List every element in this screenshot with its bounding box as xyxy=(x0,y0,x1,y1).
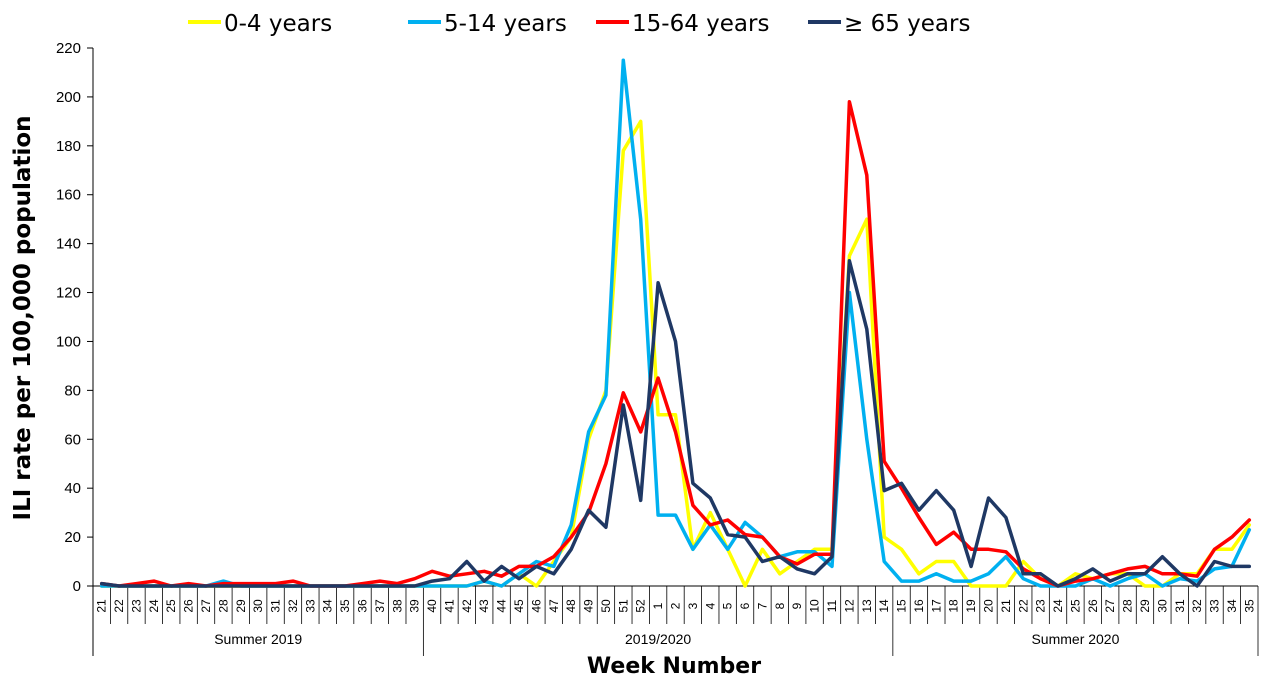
x-tick-label: 43 xyxy=(477,599,491,613)
x-tick-label: 34 xyxy=(321,599,335,613)
x-tick-label: 14 xyxy=(877,599,891,613)
x-tick-label: 31 xyxy=(1173,599,1187,613)
chart-legend: 0-4 years 5-14 years 15-64 years ≥ 65 years xyxy=(188,11,970,37)
y-tick-label: 140 xyxy=(56,236,81,253)
x-tick-label: 26 xyxy=(182,599,196,613)
x-tick-label: 23 xyxy=(1034,599,1048,613)
x-tick-label: 26 xyxy=(1086,599,1100,613)
x-axis-periods: Summer 2019 2019/2020 Summer 2020 xyxy=(214,624,1259,656)
x-tick-label: 16 xyxy=(912,599,926,613)
y-tick-label: 20 xyxy=(64,529,81,546)
x-tick-label: 17 xyxy=(929,599,943,613)
x-tick-label: 24 xyxy=(147,599,161,613)
x-tick-label: 47 xyxy=(547,599,561,613)
x-tick-label: 48 xyxy=(564,599,578,613)
x-tick-label: 25 xyxy=(1068,599,1082,613)
x-tick-label: 6 xyxy=(738,602,752,609)
x-tick-label: 25 xyxy=(164,599,178,613)
x-tick-label: 4 xyxy=(703,602,717,609)
period-label: Summer 2019 xyxy=(214,631,302,647)
y-tick-label: 200 xyxy=(56,89,81,106)
x-tick-label: 33 xyxy=(1208,599,1222,613)
x-tick-label: 40 xyxy=(425,599,439,613)
period-label: 2019/2020 xyxy=(625,631,691,647)
x-tick-label: 2 xyxy=(669,602,683,609)
chart-series xyxy=(99,58,1252,588)
x-tick-label: 36 xyxy=(356,599,370,613)
x-tick-label: 8 xyxy=(773,602,787,609)
y-axis-title: ILI rate per 100,000 population xyxy=(10,116,36,521)
y-tick-label: 60 xyxy=(64,431,81,448)
x-tick-label: 39 xyxy=(408,599,422,613)
series-line-4 xyxy=(99,259,1252,588)
y-tick-label: 100 xyxy=(56,333,81,350)
x-tick-label: 21 xyxy=(999,599,1013,613)
legend-label: 15-64 years xyxy=(632,11,769,37)
x-tick-label: 9 xyxy=(790,602,804,609)
series-line-2 xyxy=(99,58,1252,588)
x-tick-label: 31 xyxy=(269,599,283,613)
x-tick-label: 46 xyxy=(529,599,543,613)
x-tick-label: 15 xyxy=(895,599,909,613)
legend-label: 0-4 years xyxy=(224,11,332,37)
x-tick-label: 22 xyxy=(1016,599,1030,613)
legend-label: ≥ 65 years xyxy=(844,11,970,37)
x-tick-label: 33 xyxy=(303,599,317,613)
x-tick-label: 18 xyxy=(947,599,961,613)
y-tick-label: 40 xyxy=(64,480,81,497)
x-tick-label: 30 xyxy=(251,599,265,613)
x-tick-label: 11 xyxy=(825,599,839,612)
period-label: Summer 2020 xyxy=(1031,631,1119,647)
x-tick-label: 12 xyxy=(842,599,856,613)
x-tick-label: 28 xyxy=(216,599,230,613)
y-tick-label: 180 xyxy=(56,138,81,155)
x-tick-label: 19 xyxy=(964,599,978,613)
x-tick-label: 35 xyxy=(1242,599,1256,613)
x-tick-label: 13 xyxy=(860,599,874,613)
x-tick-label: 27 xyxy=(199,599,213,613)
y-axis-ticks: 0 20 40 60 80 100 120 140 160 180 200 220 xyxy=(56,40,93,595)
y-tick-label: 120 xyxy=(56,285,81,302)
x-tick-label: 30 xyxy=(1155,599,1169,613)
legend-label: 5-14 years xyxy=(444,11,567,37)
x-tick-label: 50 xyxy=(599,599,613,613)
x-tick-label: 41 xyxy=(442,599,456,613)
x-tick-label: 42 xyxy=(460,599,474,613)
x-tick-label: 22 xyxy=(112,599,126,613)
x-tick-label: 29 xyxy=(1138,599,1152,613)
y-tick-label: 220 xyxy=(56,40,81,57)
x-tick-label: 35 xyxy=(338,599,352,613)
x-tick-label: 44 xyxy=(495,599,509,613)
x-tick-label: 5 xyxy=(721,602,735,609)
x-tick-label: 45 xyxy=(512,599,526,613)
x-tick-label: 28 xyxy=(1121,599,1135,613)
x-tick-label: 1 xyxy=(651,602,665,609)
x-tick-label: 24 xyxy=(1051,599,1065,613)
y-tick-label: 80 xyxy=(64,382,81,399)
x-tick-label: 49 xyxy=(582,599,596,613)
x-tick-label: 7 xyxy=(755,602,769,609)
x-axis-ticks: 21 22 23 24 25 26 27 28 29 30 31 32 33 34 35 36 37 38 39 40… xyxy=(92,586,1259,624)
x-tick-label: 3 xyxy=(686,602,700,609)
x-axis-title: Week Number xyxy=(587,654,761,679)
x-tick-label: 37 xyxy=(373,599,387,613)
x-tick-label: 38 xyxy=(390,599,404,613)
x-tick-label: 21 xyxy=(95,599,109,613)
x-tick-label: 51 xyxy=(616,599,630,613)
x-tick-label: 23 xyxy=(129,599,143,613)
x-tick-label: 52 xyxy=(634,599,648,613)
x-tick-label: 32 xyxy=(286,599,300,613)
x-tick-label: 20 xyxy=(981,599,995,613)
x-tick-label: 10 xyxy=(808,599,822,613)
x-tick-label: 29 xyxy=(234,599,248,613)
y-tick-label: 0 xyxy=(73,578,81,595)
x-tick-label: 32 xyxy=(1190,599,1204,613)
x-tick-label: 34 xyxy=(1225,599,1239,613)
y-tick-label: 160 xyxy=(56,187,81,204)
x-tick-label: 27 xyxy=(1103,599,1117,613)
